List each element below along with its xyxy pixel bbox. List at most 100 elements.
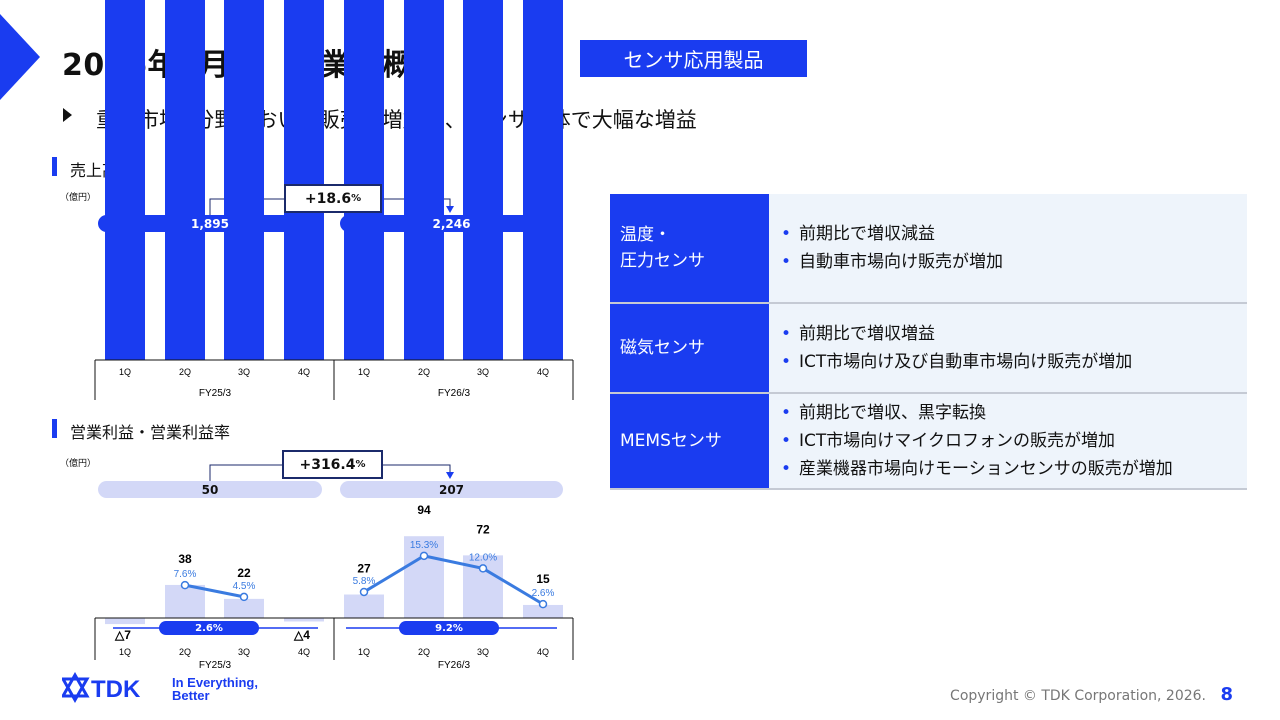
profit-margin-line-path (184, 583, 245, 599)
segment-bullet-text: 前期比で増収減益 (799, 224, 936, 244)
bullet-dot-icon: • (781, 431, 792, 451)
sales-growth-box: +18.6% (284, 184, 382, 213)
profit-bar-value: 15 (536, 572, 550, 586)
tdk-tagline-line1: In Everything, (172, 675, 258, 690)
profit-quarter-label: 2Q (418, 647, 430, 657)
segment-bullet-text: 前期比で増収増益 (799, 324, 936, 344)
segment-bullet: • 前期比で増収増益 (781, 320, 1247, 348)
segment-name-line: 温度・ (620, 225, 671, 245)
profit-quarter-label: 1Q (358, 647, 370, 657)
profit-margin-label: 12.0% (469, 552, 497, 563)
sales-chart: 441508481465464615598569 1Q 2Q 3Q 4Q 1Q 2Q 3Q 4… (94, 0, 574, 400)
profit-margin-label: 15.3% (410, 540, 438, 551)
sales-bar (224, 0, 264, 360)
bullet-dot-icon: • (781, 403, 792, 423)
profit-fy25-total-pill: 50 (98, 481, 322, 498)
profit-margin-label: 2.6% (532, 588, 555, 599)
sales-quarter-label: 1Q (119, 367, 131, 377)
sales-quarter-label: 3Q (238, 367, 250, 377)
profit-margin-line: 7.6% 4.5% 5.8% 15.3% 12.0% 2.6% (174, 540, 555, 609)
sales-growth-arrow-icon (446, 206, 454, 213)
category-badge: センサ応用製品 (580, 40, 807, 77)
profit-growth-suffix: % (355, 459, 366, 470)
segment-table: 温度・圧力センサ • 前期比で増収減益 • 自動車市場向け販売が増加磁気センサ • 前期比で… (610, 194, 1247, 490)
tdk-logo: TDK In Everything, Better (60, 671, 282, 708)
profit-margin-line-path (363, 554, 544, 606)
segment-name: 温度・ 圧力センサ (610, 194, 769, 302)
bullet-dot-icon: • (781, 252, 792, 272)
segment-bullet: • 産業機器市場向けモーションセンサの販売が増加 (781, 455, 1247, 483)
profit-quarter-label: 4Q (537, 647, 549, 657)
profit-group-label: FY26/3 (438, 660, 471, 671)
bullet-dot-icon: • (781, 352, 792, 372)
profit-margin-point (359, 587, 369, 597)
profit-margin-point (180, 580, 190, 590)
sales-bar (165, 0, 205, 361)
sales-fy25-total-pill: 1,895 (98, 215, 322, 232)
sales-bar (344, 0, 384, 361)
sales-bars: 441508481465464615598569 (105, 0, 563, 361)
profit-growth-arrow-icon (446, 472, 454, 479)
sales-quarter-label: 1Q (358, 367, 370, 377)
sales-section-marker (52, 157, 57, 176)
sales-bar (404, 0, 444, 360)
segment-bullet-text: ICT市場向け及び自動車市場向け販売が増加 (799, 352, 1133, 372)
profit-section-title: 営業利益・営業利益率 (70, 423, 231, 442)
sales-bar (284, 0, 324, 360)
headline-arrow-icon (63, 108, 72, 122)
segment-details: • 前期比で増収増益 • ICT市場向け及び自動車市場向け販売が増加 (769, 304, 1247, 392)
profit-section-marker (52, 419, 57, 438)
tdk-logo-text: TDK (91, 676, 141, 703)
segment-row: MEMSセンサ • 前期比で増収、黒字転換 • ICT市場向けマイクロフォンの販売が増加… (610, 394, 1247, 490)
bullet-dot-icon: • (781, 459, 792, 479)
sales-quarter-label: 4Q (298, 367, 310, 377)
segment-name-line: MEMSセンサ (620, 431, 722, 451)
profit-bar-value: △4 (293, 628, 310, 642)
segment-bullet-text: ICT市場向けマイクロフォンの販売が増加 (799, 431, 1115, 451)
sales-growth-suffix: % (351, 193, 362, 204)
sales-quarter-label: 4Q (537, 367, 549, 377)
profit-fy26-avg-margin-pill: 9.2% (399, 621, 499, 635)
corner-triangle-decoration (0, 14, 40, 100)
profit-bar-value: 27 (357, 562, 371, 576)
profit-margin-point (538, 599, 548, 609)
profit-quarter-label: 3Q (477, 647, 489, 657)
sales-axis: 1Q 2Q 3Q 4Q 1Q 2Q 3Q 4Q FY25/3 FY26/3 (94, 359, 574, 400)
profit-bar-value: 22 (237, 566, 251, 580)
profit-bar-value: 72 (476, 522, 490, 536)
tdk-logo-mark-icon (60, 671, 90, 704)
profit-fy25-avg-margin-pill: 2.6% (159, 621, 259, 635)
profit-margin-point (239, 592, 249, 602)
profit-bar (404, 536, 444, 618)
profit-quarter-label: 3Q (238, 647, 250, 657)
bullet-dot-icon: • (781, 324, 792, 344)
profit-bar (344, 594, 384, 618)
sales-unit-label: （億円） (60, 193, 97, 203)
segment-name-line: 磁気センサ (620, 338, 705, 358)
segment-row: 温度・圧力センサ • 前期比で増収減益 • 自動車市場向け販売が増加 (610, 194, 1247, 304)
segment-name: 磁気センサ (610, 304, 769, 392)
segment-bullet-text: 前期比で増収、黒字転換 (799, 403, 987, 423)
profit-bar (165, 584, 205, 618)
segment-bullet: • 自動車市場向け販売が増加 (781, 248, 1247, 276)
profit-quarter-label: 1Q (119, 647, 131, 657)
segment-name-line: 圧力センサ (620, 251, 705, 271)
profit-bar (224, 598, 264, 618)
page-number: 8 (1220, 684, 1233, 705)
profit-growth-value: +316.4 (299, 456, 356, 473)
profit-quarter-label: 4Q (298, 647, 310, 657)
profit-bar (105, 618, 145, 625)
segment-row: 磁気センサ • 前期比で増収増益 • ICT市場向け及び自動車市場向け販売が増加 (610, 304, 1247, 394)
profit-bar-value: 94 (417, 503, 431, 517)
profit-margin-label: 7.6% (174, 569, 197, 580)
profit-quarter-label: 2Q (179, 647, 191, 657)
profit-margin-label: 4.5% (233, 581, 256, 592)
sales-quarter-label: 2Q (179, 367, 191, 377)
tdk-tagline-line2: Better (172, 688, 210, 703)
sales-bar (463, 0, 503, 361)
profit-margin-point (419, 551, 429, 561)
bullet-dot-icon: • (781, 224, 792, 244)
profit-bar (523, 604, 563, 618)
segment-bullet: • 前期比で増収減益 (781, 220, 1247, 248)
profit-group-label: FY25/3 (199, 660, 232, 671)
